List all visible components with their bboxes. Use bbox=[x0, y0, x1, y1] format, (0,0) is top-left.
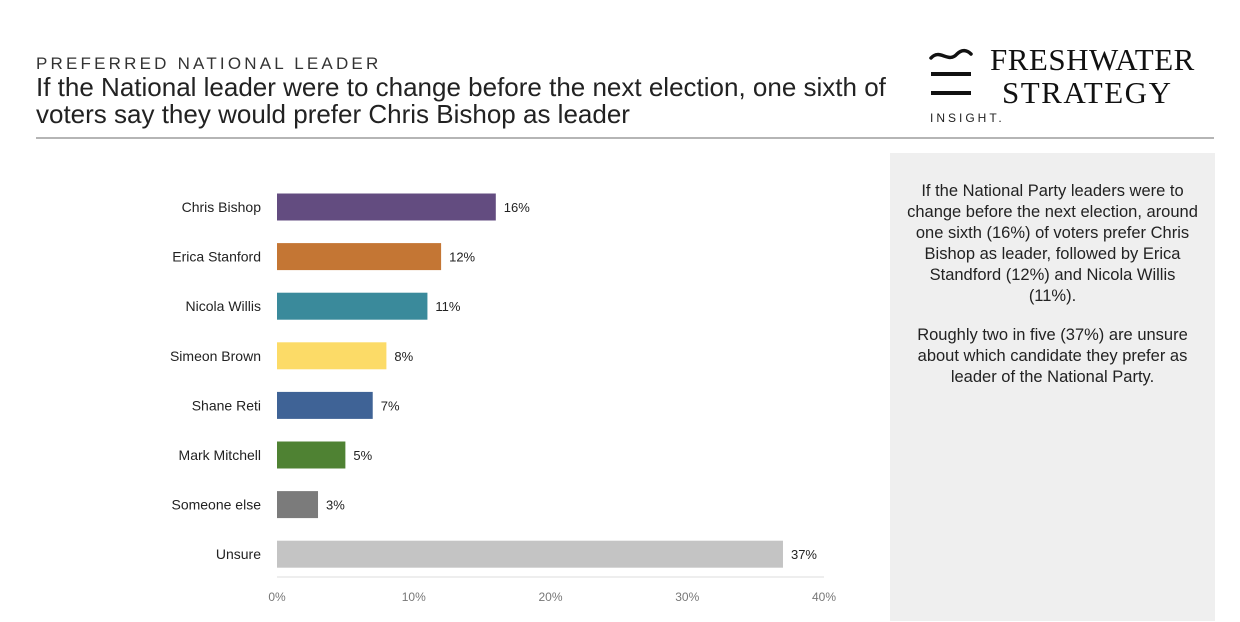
bar-chart: Chris Bishop 16% Erica Stanford 12% Nicola W… bbox=[170, 193, 836, 604]
category-label: Chris Bishop bbox=[182, 199, 262, 215]
data-label: 8% bbox=[394, 349, 413, 364]
data-label: 16% bbox=[504, 200, 530, 215]
bar bbox=[277, 491, 319, 519]
brand-name-line2: STRATEGY bbox=[1002, 75, 1173, 110]
data-label: 7% bbox=[381, 398, 400, 413]
summary-panel: If the National Party leaders were to ch… bbox=[890, 153, 1215, 621]
bar bbox=[277, 243, 442, 271]
data-label: 37% bbox=[791, 547, 817, 562]
bar bbox=[277, 292, 428, 320]
brand-tagline: INSIGHT. bbox=[930, 111, 1005, 125]
bar bbox=[277, 342, 387, 370]
x-tick-label: 30% bbox=[675, 590, 699, 604]
wave-and-bars-logo-icon bbox=[929, 48, 973, 95]
x-tick-label: 40% bbox=[812, 590, 836, 604]
category-label: Unsure bbox=[216, 546, 261, 562]
brand-logo: FRESHWATER STRATEGY INSIGHT. bbox=[928, 40, 1218, 130]
bar bbox=[277, 391, 373, 419]
bar bbox=[277, 540, 783, 568]
x-tick-label: 0% bbox=[268, 590, 286, 604]
data-label: 11% bbox=[435, 299, 460, 314]
x-tick-label: 20% bbox=[538, 590, 562, 604]
data-label: 5% bbox=[353, 448, 372, 463]
category-label: Erica Stanford bbox=[172, 249, 261, 265]
x-tick-label: 10% bbox=[402, 590, 426, 604]
header-divider bbox=[36, 137, 1214, 139]
data-label: 12% bbox=[449, 250, 475, 265]
category-label: Nicola Willis bbox=[186, 298, 261, 314]
category-label: Simeon Brown bbox=[170, 348, 261, 364]
summary-paragraph-1: If the National Party leaders were to ch… bbox=[907, 182, 1198, 305]
category-label: Mark Mitchell bbox=[179, 447, 261, 463]
page-headline: If the National leader were to change be… bbox=[36, 72, 886, 129]
brand-name-line1: FRESHWATER bbox=[990, 42, 1195, 77]
eyebrow-title: PREFERRED NATIONAL LEADER bbox=[36, 54, 382, 73]
category-label: Someone else bbox=[171, 497, 261, 513]
data-label: 3% bbox=[326, 498, 345, 513]
bar bbox=[277, 441, 346, 469]
category-label: Shane Reti bbox=[192, 397, 261, 413]
summary-paragraph-2: Roughly two in five (37%) are unsure abo… bbox=[917, 326, 1188, 386]
bar bbox=[277, 193, 496, 221]
